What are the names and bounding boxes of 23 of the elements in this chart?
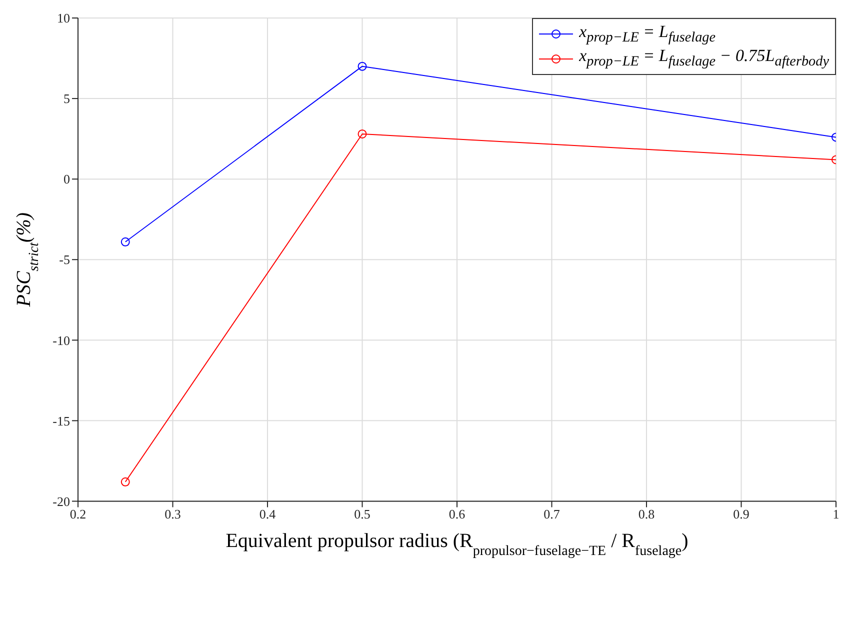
y-tick-label: -10: [52, 332, 70, 348]
x-tick-label: 0.4: [259, 506, 276, 522]
y-tick-label: 0: [64, 172, 70, 187]
legend-label: x$_{prop−LE}$ = L$_{fuselage}$ − 0.75L$_{afterbody}$: [579, 46, 829, 71]
y-tick-label: 10: [57, 10, 70, 26]
legend-label: x$_{prop−LE}$ = L$_{fuselage}$: [579, 22, 716, 46]
y-tick-label: -5: [59, 252, 70, 268]
y-tick-label: -20: [52, 494, 70, 509]
x-tick-label: 0.2: [70, 506, 86, 522]
x-tick-label: 0.7: [544, 506, 560, 522]
x-tick-label: 0.3: [164, 506, 181, 522]
x-tick-label: 0.9: [733, 506, 750, 522]
point: [120, 477, 130, 486]
point: [358, 129, 367, 138]
x-tick-label: 0.6: [448, 506, 466, 522]
x-axis-title: Equivalent propulsor radius (R$_{propulsor−fuselage−TE}$ / R$_{fuselage}$): [226, 530, 688, 559]
point: [358, 62, 367, 71]
y-tick-label: 5: [64, 91, 70, 106]
x-tick-label: 1: [832, 506, 840, 522]
point: [120, 237, 130, 246]
x-tick-label: 0.8: [638, 506, 655, 522]
x-tick-label: 0.5: [354, 506, 370, 522]
y-tick-label: -15: [52, 413, 70, 428]
